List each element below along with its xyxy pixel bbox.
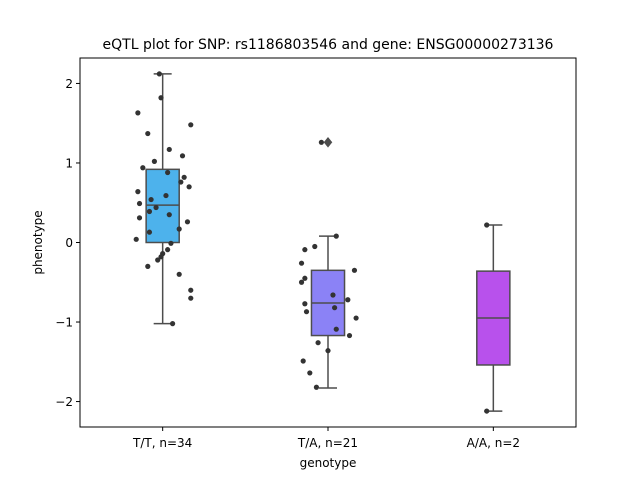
data-point xyxy=(153,204,159,211)
data-point xyxy=(315,340,321,346)
data-point xyxy=(176,271,182,277)
data-point xyxy=(165,247,171,253)
y-tick-label: 0 xyxy=(65,236,73,250)
data-point xyxy=(151,158,157,164)
y-tick-label: −1 xyxy=(55,316,73,330)
x-tick-label: A/A, n=2 xyxy=(467,436,520,450)
data-point xyxy=(303,309,310,315)
data-point xyxy=(179,153,186,159)
data-point xyxy=(188,287,194,293)
data-point xyxy=(302,275,308,281)
data-point xyxy=(136,215,143,221)
outlier-marker xyxy=(323,136,333,148)
data-point xyxy=(155,257,161,263)
x-axis-label: genotype xyxy=(300,456,357,470)
x-tick-label: T/T, n=34 xyxy=(132,436,192,450)
data-point xyxy=(166,146,172,153)
data-point xyxy=(165,169,171,176)
y-tick-label: −2 xyxy=(55,395,73,409)
interquartile-box xyxy=(145,168,180,244)
data-point xyxy=(332,305,338,311)
data-point xyxy=(333,326,339,332)
data-point xyxy=(345,297,351,303)
data-point xyxy=(313,384,320,390)
data-point xyxy=(325,348,331,354)
data-point xyxy=(333,233,339,239)
data-point xyxy=(188,295,194,301)
data-point xyxy=(158,254,164,260)
data-point xyxy=(484,222,490,228)
data-point xyxy=(158,95,164,101)
data-point xyxy=(146,208,153,215)
box-group xyxy=(310,136,346,389)
data-point xyxy=(146,229,153,235)
data-point xyxy=(135,189,141,195)
data-point xyxy=(181,174,187,180)
data-point xyxy=(307,370,313,376)
data-point xyxy=(133,236,139,242)
data-point xyxy=(140,165,146,171)
chart-title: eQTL plot for SNP: rs1186803546 and gene… xyxy=(103,37,554,53)
y-tick-label: 1 xyxy=(65,156,73,170)
data-point xyxy=(186,184,192,190)
data-point xyxy=(312,243,318,250)
data-point xyxy=(188,122,194,128)
data-point xyxy=(298,260,305,266)
data-point xyxy=(176,226,182,232)
data-point xyxy=(298,279,305,285)
data-point xyxy=(168,240,174,246)
y-axis: −2 −1 0 1 2 xyxy=(55,77,80,409)
data-point xyxy=(145,130,151,137)
data-point xyxy=(302,247,308,253)
data-point xyxy=(330,292,336,298)
data-point xyxy=(166,212,172,218)
data-point xyxy=(148,196,154,203)
y-axis-label: phenotype xyxy=(31,210,45,274)
strip-points-layer xyxy=(133,71,490,414)
box-group xyxy=(145,73,180,325)
data-point xyxy=(145,263,151,269)
data-point xyxy=(184,219,191,225)
data-point xyxy=(156,71,162,77)
data-point xyxy=(169,321,176,327)
x-axis: T/T, n=34 T/A, n=21 A/A, n=2 xyxy=(132,427,520,450)
data-point xyxy=(136,200,143,207)
data-point xyxy=(178,179,184,185)
data-point xyxy=(302,301,308,307)
data-point xyxy=(135,110,141,116)
data-point xyxy=(318,139,324,145)
data-point xyxy=(163,192,169,199)
data-point xyxy=(300,358,306,364)
data-point xyxy=(351,267,358,273)
data-point xyxy=(346,332,353,339)
data-point xyxy=(484,408,490,414)
x-tick-label: T/A, n=21 xyxy=(297,436,358,450)
data-point xyxy=(353,315,359,321)
y-tick-label: 2 xyxy=(65,77,73,91)
